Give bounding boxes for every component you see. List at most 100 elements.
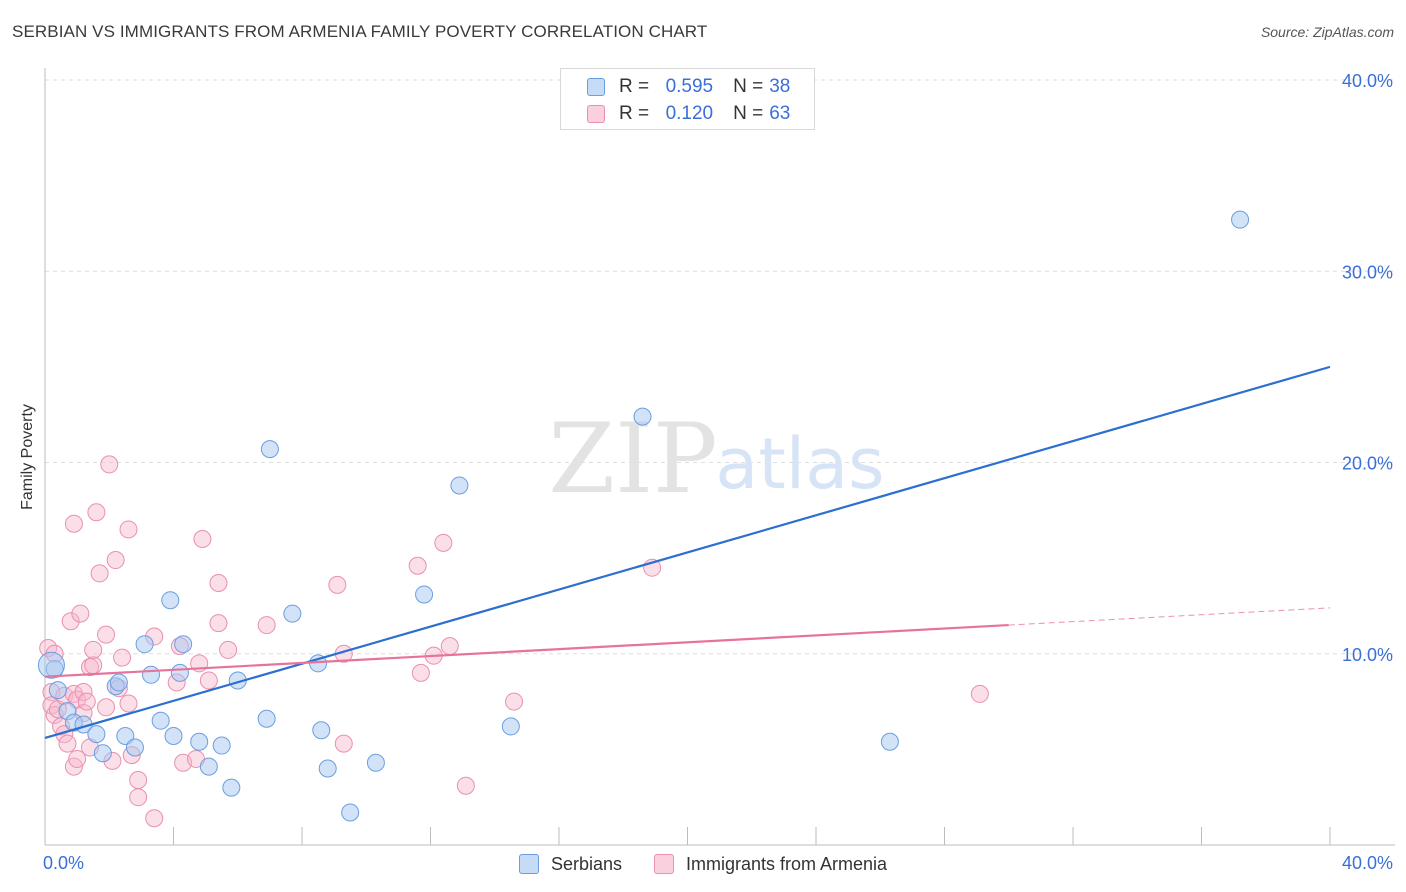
armenia-point [328, 575, 347, 594]
watermark-atlas: atlas [715, 423, 884, 505]
serbian-point [164, 726, 183, 745]
legend-label-serbians: Serbians [550, 853, 622, 874]
serbian-point [501, 717, 520, 736]
watermark-zip: ZIP [548, 403, 717, 515]
armenia-point [90, 564, 109, 583]
serbian-points [37, 210, 1250, 822]
serbian-point [151, 711, 170, 730]
serbian-point [48, 681, 67, 700]
serbian-point [1231, 210, 1250, 229]
serbian-point [222, 778, 241, 797]
armenia-point [84, 640, 103, 659]
series-legend: Serbians Immigrants from Armenia [0, 852, 1406, 876]
serbian-point [109, 673, 128, 692]
armenia-point [456, 776, 475, 795]
serbian-point [87, 725, 106, 744]
armenia-point [219, 640, 238, 659]
serbian-point [125, 738, 144, 757]
legend-n-label: N = [733, 76, 764, 97]
legend-label-armenia: Immigrants from Armenia [685, 853, 888, 874]
serbian-point [257, 709, 276, 728]
y-tick-label: 10.0% [1342, 645, 1393, 665]
armenia-point [119, 520, 138, 539]
serbian-point [190, 732, 209, 751]
axes [44, 68, 1395, 846]
legend-swatch-armenia [587, 105, 605, 123]
armenia-point [434, 533, 453, 552]
armenia-point [408, 556, 427, 575]
trend-lines [44, 365, 1331, 739]
armenia-point [411, 663, 430, 682]
serbian-point [142, 665, 161, 684]
armenia-point [64, 514, 83, 533]
armenia-point [77, 692, 96, 711]
serbian-point [366, 753, 385, 772]
legend-swatch-serbians [518, 854, 539, 874]
armenia-point [209, 614, 228, 633]
serbian-point [633, 407, 652, 426]
armenia-point [119, 694, 138, 713]
legend-n-value: 38 [769, 76, 791, 97]
serbian-point [318, 759, 337, 778]
armenia-point [74, 683, 93, 701]
legend-row-serbians: R = 0.595 N = 38 [587, 75, 790, 99]
armenia-point [71, 604, 90, 623]
legend-r-label: R = [619, 76, 650, 97]
armenia-point [199, 671, 218, 690]
armenia-point [97, 698, 116, 717]
serbian-point [174, 635, 193, 654]
serbian-point [260, 440, 279, 459]
legend-swatch-serbians [587, 78, 605, 96]
legend-item-armenia[interactable]: Immigrants from Armenia [653, 853, 888, 875]
serbian-point [450, 476, 469, 495]
y-axis-label: Family Poverty [19, 404, 36, 510]
armenia-point [87, 503, 106, 522]
serbian-point [199, 757, 218, 776]
armenia-point [970, 684, 989, 703]
armenia-point [129, 788, 148, 807]
armenia-point [61, 612, 80, 631]
source-label: Source: ZipAtlas.com [1260, 24, 1394, 40]
armenia-point [209, 573, 228, 592]
y-tick-label: 40.0% [1342, 71, 1393, 91]
serbian-point [283, 604, 302, 623]
legend-r-label: R = [619, 103, 650, 124]
serbian-point [37, 651, 65, 679]
armenia-point [68, 749, 87, 768]
serbian-point [312, 721, 331, 740]
armenia-point [440, 637, 459, 656]
armenia-trend-extension [1008, 607, 1331, 626]
y-tick-label: 30.0% [1342, 262, 1393, 282]
tick-labels: 10.0% 20.0% 30.0% 40.0% 0.0% 40.0% [43, 71, 1393, 873]
armenia-point [113, 648, 132, 667]
legend-n-label: N = [733, 103, 764, 124]
armenia-trend-line [44, 623, 1009, 678]
x-tick-label: 40.0% [1342, 853, 1393, 873]
serbian-point [212, 736, 231, 755]
y-tick-label: 20.0% [1342, 454, 1393, 474]
armenia-point [106, 551, 125, 570]
serbian-point [415, 585, 434, 604]
serbian-point [341, 803, 360, 822]
correlation-legend: R = 0.595 N = 38 R = 0.120 N = 63 [560, 68, 815, 130]
watermark: ZIP atlas [548, 403, 884, 515]
armenia-point [257, 616, 276, 635]
armenia-point [58, 734, 77, 753]
serbian-point [880, 732, 899, 751]
armenia-point [80, 658, 99, 677]
armenia-point [193, 530, 212, 548]
armenia-point [84, 656, 103, 675]
armenia-point [505, 692, 524, 711]
armenia-point [334, 734, 353, 753]
legend-n-value: 63 [769, 103, 791, 124]
serbian-point [161, 591, 180, 610]
serbian-trend-line [44, 365, 1331, 739]
legend-swatch-armenia [653, 854, 674, 874]
armenia-point [145, 809, 164, 828]
armenia-point [100, 455, 119, 474]
serbian-point [135, 635, 154, 654]
legend-item-serbians[interactable]: Serbians [518, 853, 622, 875]
armenia-points [39, 455, 989, 828]
legend-r-value: 0.595 [665, 76, 714, 97]
